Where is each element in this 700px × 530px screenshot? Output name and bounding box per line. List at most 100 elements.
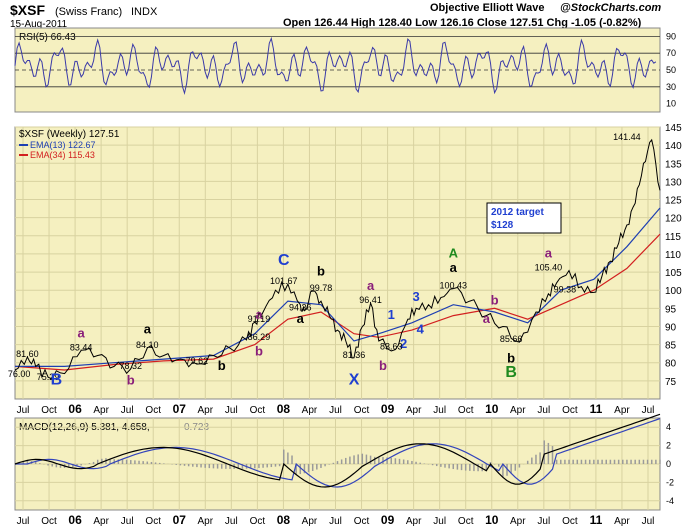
wave-label: b bbox=[218, 358, 226, 373]
x-tick-label: Apr bbox=[302, 516, 318, 527]
rsi-tick-label: 90 bbox=[666, 31, 676, 41]
wave-label: B bbox=[51, 371, 63, 388]
y-tick-label: 130 bbox=[665, 177, 682, 188]
y-tick-label: 75 bbox=[665, 377, 677, 388]
wave-label: a bbox=[144, 322, 152, 337]
price-label: 86.29 bbox=[248, 332, 271, 342]
price-label: 75.29 bbox=[37, 372, 60, 382]
y-tick-label: 110 bbox=[665, 250, 681, 261]
macd-tick-label: 4 bbox=[666, 422, 671, 432]
quote-line: Open 126.44 High 128.40 Low 126.16 Close… bbox=[283, 17, 642, 29]
x-tick-label: Jul bbox=[642, 405, 655, 416]
macd-tick-label: 2 bbox=[666, 441, 671, 451]
rsi-label: RSI(5) 66.43 bbox=[19, 32, 76, 43]
price-label: 99.78 bbox=[310, 283, 333, 293]
rsi-tick-label: 10 bbox=[666, 99, 676, 109]
x-tick-label: Oct bbox=[354, 405, 370, 416]
wave-label: b bbox=[507, 351, 515, 366]
wave-label: 2 bbox=[400, 336, 407, 351]
x-tick-label: Apr bbox=[93, 405, 109, 416]
annotator-label: Objective Elliott Wave bbox=[430, 2, 545, 14]
wave-label: 1 bbox=[388, 307, 395, 322]
wave-label: a bbox=[545, 246, 553, 261]
price-label: 81.60 bbox=[16, 349, 39, 359]
price-label: 85.66 bbox=[500, 334, 523, 344]
price-series bbox=[14, 138, 661, 380]
x-tick-label: 10 bbox=[485, 402, 499, 416]
x-tick-label: 10 bbox=[485, 513, 499, 527]
x-tick-label: Jul bbox=[121, 405, 134, 416]
wave-label: a bbox=[297, 311, 305, 326]
x-tick-label: 08 bbox=[277, 402, 291, 416]
target-line-1: 2012 target bbox=[491, 207, 544, 218]
x-tick-label: 09 bbox=[381, 513, 395, 527]
ema34-series bbox=[14, 233, 661, 371]
x-tick-label: Oct bbox=[458, 516, 474, 527]
x-tick-label: Apr bbox=[614, 405, 630, 416]
y-tick-label: 95 bbox=[665, 304, 677, 315]
rsi-tick-label: 70 bbox=[666, 48, 676, 58]
price-label: 81.36 bbox=[343, 350, 366, 360]
price-label: 84.10 bbox=[136, 340, 159, 350]
rsi-tick-label: 50 bbox=[666, 65, 676, 75]
wave-label: b bbox=[379, 358, 387, 373]
price-label: 101.67 bbox=[270, 276, 298, 286]
y-tick-label: 120 bbox=[665, 214, 682, 225]
price-label: 83.63 bbox=[380, 342, 403, 352]
x-tick-label: Apr bbox=[510, 516, 526, 527]
price-label: 78.32 bbox=[120, 361, 143, 371]
x-tick-label: 11 bbox=[590, 513, 603, 527]
x-tick-label: Jul bbox=[433, 405, 446, 416]
y-tick-label: 115 bbox=[665, 232, 681, 243]
x-axis-bottom: Jul Oct 06 Apr Jul Oct 07 Apr Jul Oct 08 Apr Jul Oct 0… bbox=[17, 513, 655, 527]
y-tick-label: 140 bbox=[665, 141, 682, 152]
x-tick-label: Jul bbox=[537, 405, 550, 416]
x-tick-label: Jul bbox=[329, 516, 342, 527]
y-tick-label: 85 bbox=[665, 341, 677, 352]
wave-label: a bbox=[78, 325, 86, 340]
x-axis-mid: Jul Oct 06 Apr Jul Oct 07 Apr Jul Oct 08 Apr Jul Oct 0… bbox=[17, 402, 655, 416]
wave-label: b bbox=[317, 264, 325, 279]
x-tick-label: Oct bbox=[562, 405, 578, 416]
wave-label: 3 bbox=[412, 289, 419, 304]
x-tick-label: Jul bbox=[17, 516, 30, 527]
x-tick-label: 07 bbox=[173, 513, 187, 527]
ema13-series bbox=[15, 207, 661, 367]
price-label: 141.44 bbox=[613, 132, 641, 142]
x-tick-label: Oct bbox=[41, 516, 57, 527]
rsi-series bbox=[14, 36, 657, 96]
wave-label: a bbox=[255, 307, 263, 322]
macd-series bbox=[14, 413, 661, 488]
target-line-2: $128 bbox=[491, 220, 514, 231]
y-tick-label: 100 bbox=[665, 286, 682, 297]
price-label: 99.38 bbox=[554, 284, 577, 294]
wave-label: b bbox=[491, 293, 499, 308]
symbol-name: (Swiss Franc) bbox=[55, 6, 122, 18]
legend-ema34: EMA(34) 115.43 bbox=[30, 150, 95, 160]
wave-label: C bbox=[278, 252, 290, 269]
price-panel: 75 80 85 90 95 100 105 110 115 120 125 130 135 140 145… bbox=[8, 123, 682, 400]
x-tick-label: Apr bbox=[198, 516, 214, 527]
x-tick-label: 11 bbox=[590, 402, 603, 416]
wave-label: A bbox=[449, 246, 459, 261]
x-tick-label: Jul bbox=[225, 516, 238, 527]
x-tick-label: 06 bbox=[68, 402, 82, 416]
x-tick-label: 06 bbox=[68, 513, 82, 527]
macd-panel: MACD(12,26,9) 5.381, 4.658, 0.723 -4-202… bbox=[14, 413, 674, 511]
x-tick-label: Oct bbox=[458, 405, 474, 416]
macd-tick-label: -2 bbox=[666, 477, 674, 487]
target-box bbox=[486, 202, 562, 234]
macd-tick-label: -4 bbox=[666, 496, 674, 506]
x-tick-label: Oct bbox=[250, 405, 266, 416]
wave-label: b bbox=[255, 343, 263, 358]
symbol: $XSF bbox=[10, 2, 45, 18]
x-tick-label: Apr bbox=[93, 516, 109, 527]
x-tick-label: Jul bbox=[329, 405, 342, 416]
x-tick-label: 09 bbox=[381, 402, 395, 416]
x-tick-label: Apr bbox=[510, 405, 526, 416]
legend-main: $XSF (Weekly) 127.51 bbox=[19, 129, 120, 140]
x-tick-label: Jul bbox=[225, 405, 238, 416]
y-tick-label: 145 bbox=[665, 123, 682, 134]
rsi-tick-label: 30 bbox=[666, 82, 676, 92]
y-tick-label: 90 bbox=[665, 322, 677, 333]
